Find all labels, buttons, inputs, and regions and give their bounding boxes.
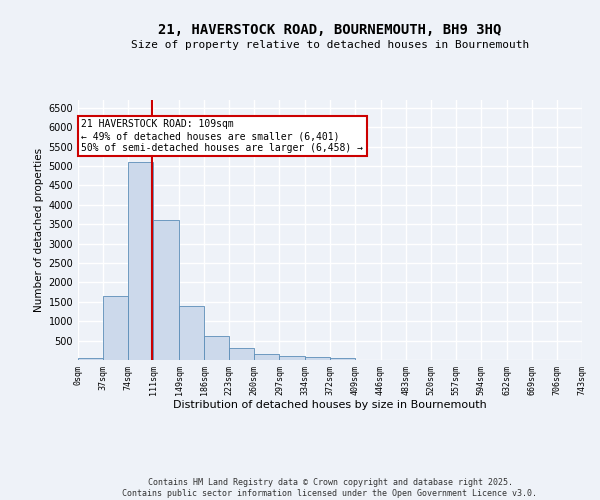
X-axis label: Distribution of detached houses by size in Bournemouth: Distribution of detached houses by size … [173,400,487,410]
Bar [78,358,103,360]
Bar [331,358,355,360]
Bar [103,296,128,360]
Text: 21 HAVERSTOCK ROAD: 109sqm
← 49% of detached houses are smaller (6,401)
50% of s: 21 HAVERSTOCK ROAD: 109sqm ← 49% of deta… [82,120,364,152]
Bar [179,306,204,360]
Bar [254,354,280,360]
Text: Size of property relative to detached houses in Bournemouth: Size of property relative to detached ho… [131,40,529,50]
Bar [280,356,305,360]
Bar [305,358,331,360]
Bar [229,348,254,360]
Bar [128,162,153,360]
Bar [204,336,229,360]
Text: 21, HAVERSTOCK ROAD, BOURNEMOUTH, BH9 3HQ: 21, HAVERSTOCK ROAD, BOURNEMOUTH, BH9 3H… [158,22,502,36]
Y-axis label: Number of detached properties: Number of detached properties [34,148,44,312]
Bar [153,220,179,360]
Text: Contains HM Land Registry data © Crown copyright and database right 2025.
Contai: Contains HM Land Registry data © Crown c… [122,478,538,498]
